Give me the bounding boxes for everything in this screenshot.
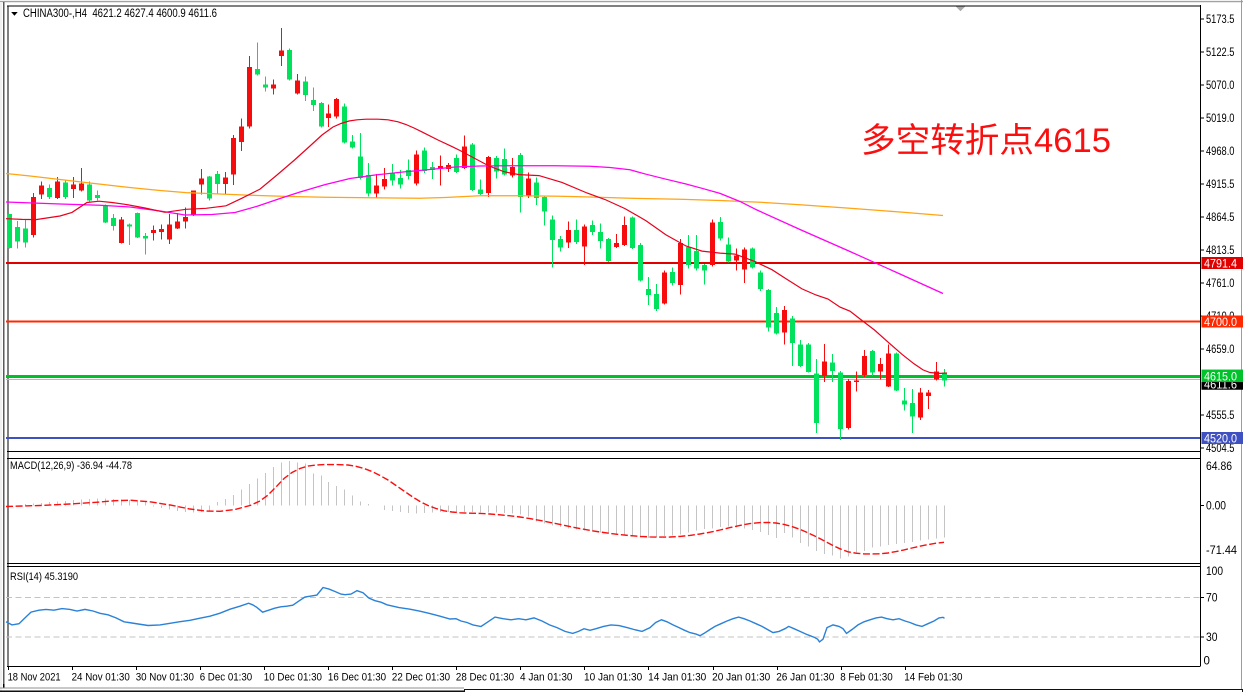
svg-text:4555.5: 4555.5	[1206, 410, 1235, 422]
svg-text:4659.0: 4659.0	[1206, 344, 1235, 356]
svg-text:4968.0: 4968.0	[1206, 146, 1235, 158]
svg-text:22 Dec 01:30: 22 Dec 01:30	[392, 672, 450, 684]
svg-text:5019.0: 5019.0	[1206, 113, 1235, 125]
svg-text:0.00: 0.00	[1206, 501, 1226, 513]
svg-text:5173.5: 5173.5	[1206, 14, 1235, 26]
svg-text:CHINA300-,H4 4621.2 4627.4 46: CHINA300-,H4 4621.2 4627.4 4600.9 4611.6	[23, 8, 217, 20]
svg-text:4915.5: 4915.5	[1206, 179, 1235, 191]
svg-text:4700.0: 4700.0	[1204, 317, 1237, 329]
svg-text:8 Feb 01:30: 8 Feb 01:30	[840, 672, 893, 684]
svg-text:0: 0	[1204, 655, 1210, 667]
svg-text:4791.4: 4791.4	[1204, 259, 1238, 271]
svg-text:16 Dec 01:30: 16 Dec 01:30	[328, 672, 386, 684]
svg-text:14 Feb 01:30: 14 Feb 01:30	[904, 672, 962, 684]
svg-text:4504.5: 4504.5	[1206, 443, 1235, 455]
svg-text:RSI(14) 45.3190: RSI(14) 45.3190	[10, 571, 78, 583]
svg-text:4615.0: 4615.0	[1204, 371, 1237, 383]
svg-text:10 Dec 01:30: 10 Dec 01:30	[264, 672, 322, 684]
svg-text:20 Jan 01:30: 20 Jan 01:30	[712, 672, 770, 684]
svg-text:4 Jan 01:30: 4 Jan 01:30	[520, 672, 573, 684]
svg-text:5122.5: 5122.5	[1206, 47, 1235, 59]
svg-text:26 Jan 01:30: 26 Jan 01:30	[776, 672, 834, 684]
svg-text:5070.0: 5070.0	[1206, 80, 1235, 92]
svg-text:MACD(12,26,9) -36.94 -44.78: MACD(12,26,9) -36.94 -44.78	[10, 460, 132, 472]
svg-text:28 Dec 01:30: 28 Dec 01:30	[456, 672, 514, 684]
svg-text:多空转折点4615: 多空转折点4615	[861, 122, 1111, 160]
svg-text:70: 70	[1206, 593, 1218, 605]
svg-text:14 Jan 01:30: 14 Jan 01:30	[648, 672, 706, 684]
svg-text:24 Nov 01:30: 24 Nov 01:30	[72, 672, 130, 684]
svg-text:30: 30	[1206, 632, 1218, 644]
svg-text:100: 100	[1206, 566, 1223, 578]
svg-text:4761.0: 4761.0	[1206, 278, 1235, 290]
svg-text:6 Dec 01:30: 6 Dec 01:30	[200, 672, 253, 684]
svg-text:4813.5: 4813.5	[1206, 245, 1235, 257]
svg-text:18 Nov 2021: 18 Nov 2021	[8, 672, 61, 684]
svg-text:30 Nov 01:30: 30 Nov 01:30	[136, 672, 194, 684]
svg-text:64.86: 64.86	[1206, 461, 1232, 473]
svg-text:-71.44: -71.44	[1206, 545, 1238, 557]
svg-text:4520.0: 4520.0	[1204, 434, 1237, 446]
svg-text:10 Jan 01:30: 10 Jan 01:30	[584, 672, 642, 684]
svg-text:4864.5: 4864.5	[1206, 212, 1235, 224]
svg-text:4611.6: 4611.6	[1204, 380, 1237, 392]
